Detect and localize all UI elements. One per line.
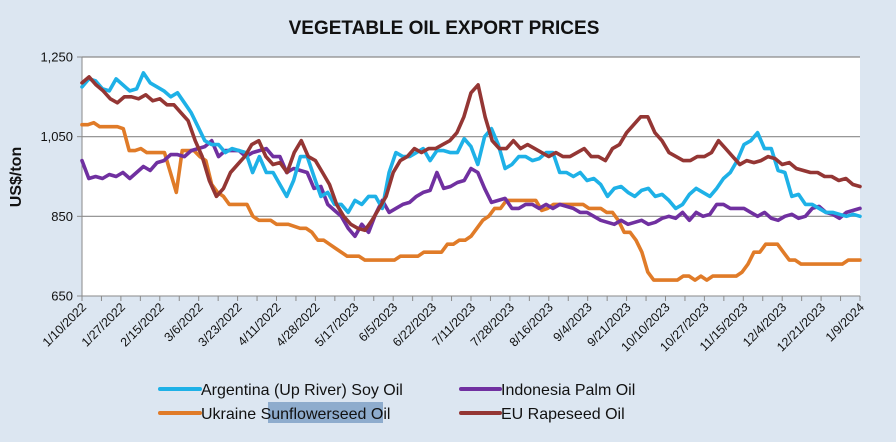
y-tick-label: 850 xyxy=(51,209,73,224)
y-axis-title: US$/ton xyxy=(8,147,25,207)
y-tick-label: 1,250 xyxy=(40,50,73,65)
y-axis: 650 850 1,050 1,250 xyxy=(40,50,83,304)
legend-label-ukraine: Ukraine Sunflowerseed Oil xyxy=(201,406,390,423)
y-tick-label: 1,050 xyxy=(40,129,73,144)
series-line-argentina-up-river-soy-oil xyxy=(80,71,862,219)
legend-item-eu: EU Rapeseed Oil xyxy=(459,406,625,423)
text-selection-highlight xyxy=(268,402,383,423)
legend-item-indonesia: Indonesia Palm Oil xyxy=(459,382,635,399)
y-tick-label: 650 xyxy=(51,289,73,304)
legend-label-indonesia: Indonesia Palm Oil xyxy=(501,382,635,399)
legend-label-ukraine-suffix: Oil xyxy=(366,406,390,423)
legend-label-ukraine-prefix: Ukraine xyxy=(201,406,261,423)
legend-item-ukraine: Ukraine Sunflowerseed Oil xyxy=(158,402,390,423)
chart-title: VEGETABLE OIL EXPORT PRICES xyxy=(289,18,600,39)
series-line-eu-rapeseed-oil xyxy=(80,75,862,233)
series-group xyxy=(80,71,862,282)
series-line-indonesia-palm-oil xyxy=(80,138,862,239)
legend-label-argentina: Argentina (Up River) Soy Oil xyxy=(201,382,403,399)
legend-label-eu: EU Rapeseed Oil xyxy=(501,406,625,423)
gridlines xyxy=(82,56,860,217)
legend-label-ukraine-highlight: Sunflowerseed xyxy=(261,406,367,423)
legend: Argentina (Up River) Soy Oil Indonesia P… xyxy=(158,382,635,423)
legend-item-argentina: Argentina (Up River) Soy Oil xyxy=(158,382,403,399)
